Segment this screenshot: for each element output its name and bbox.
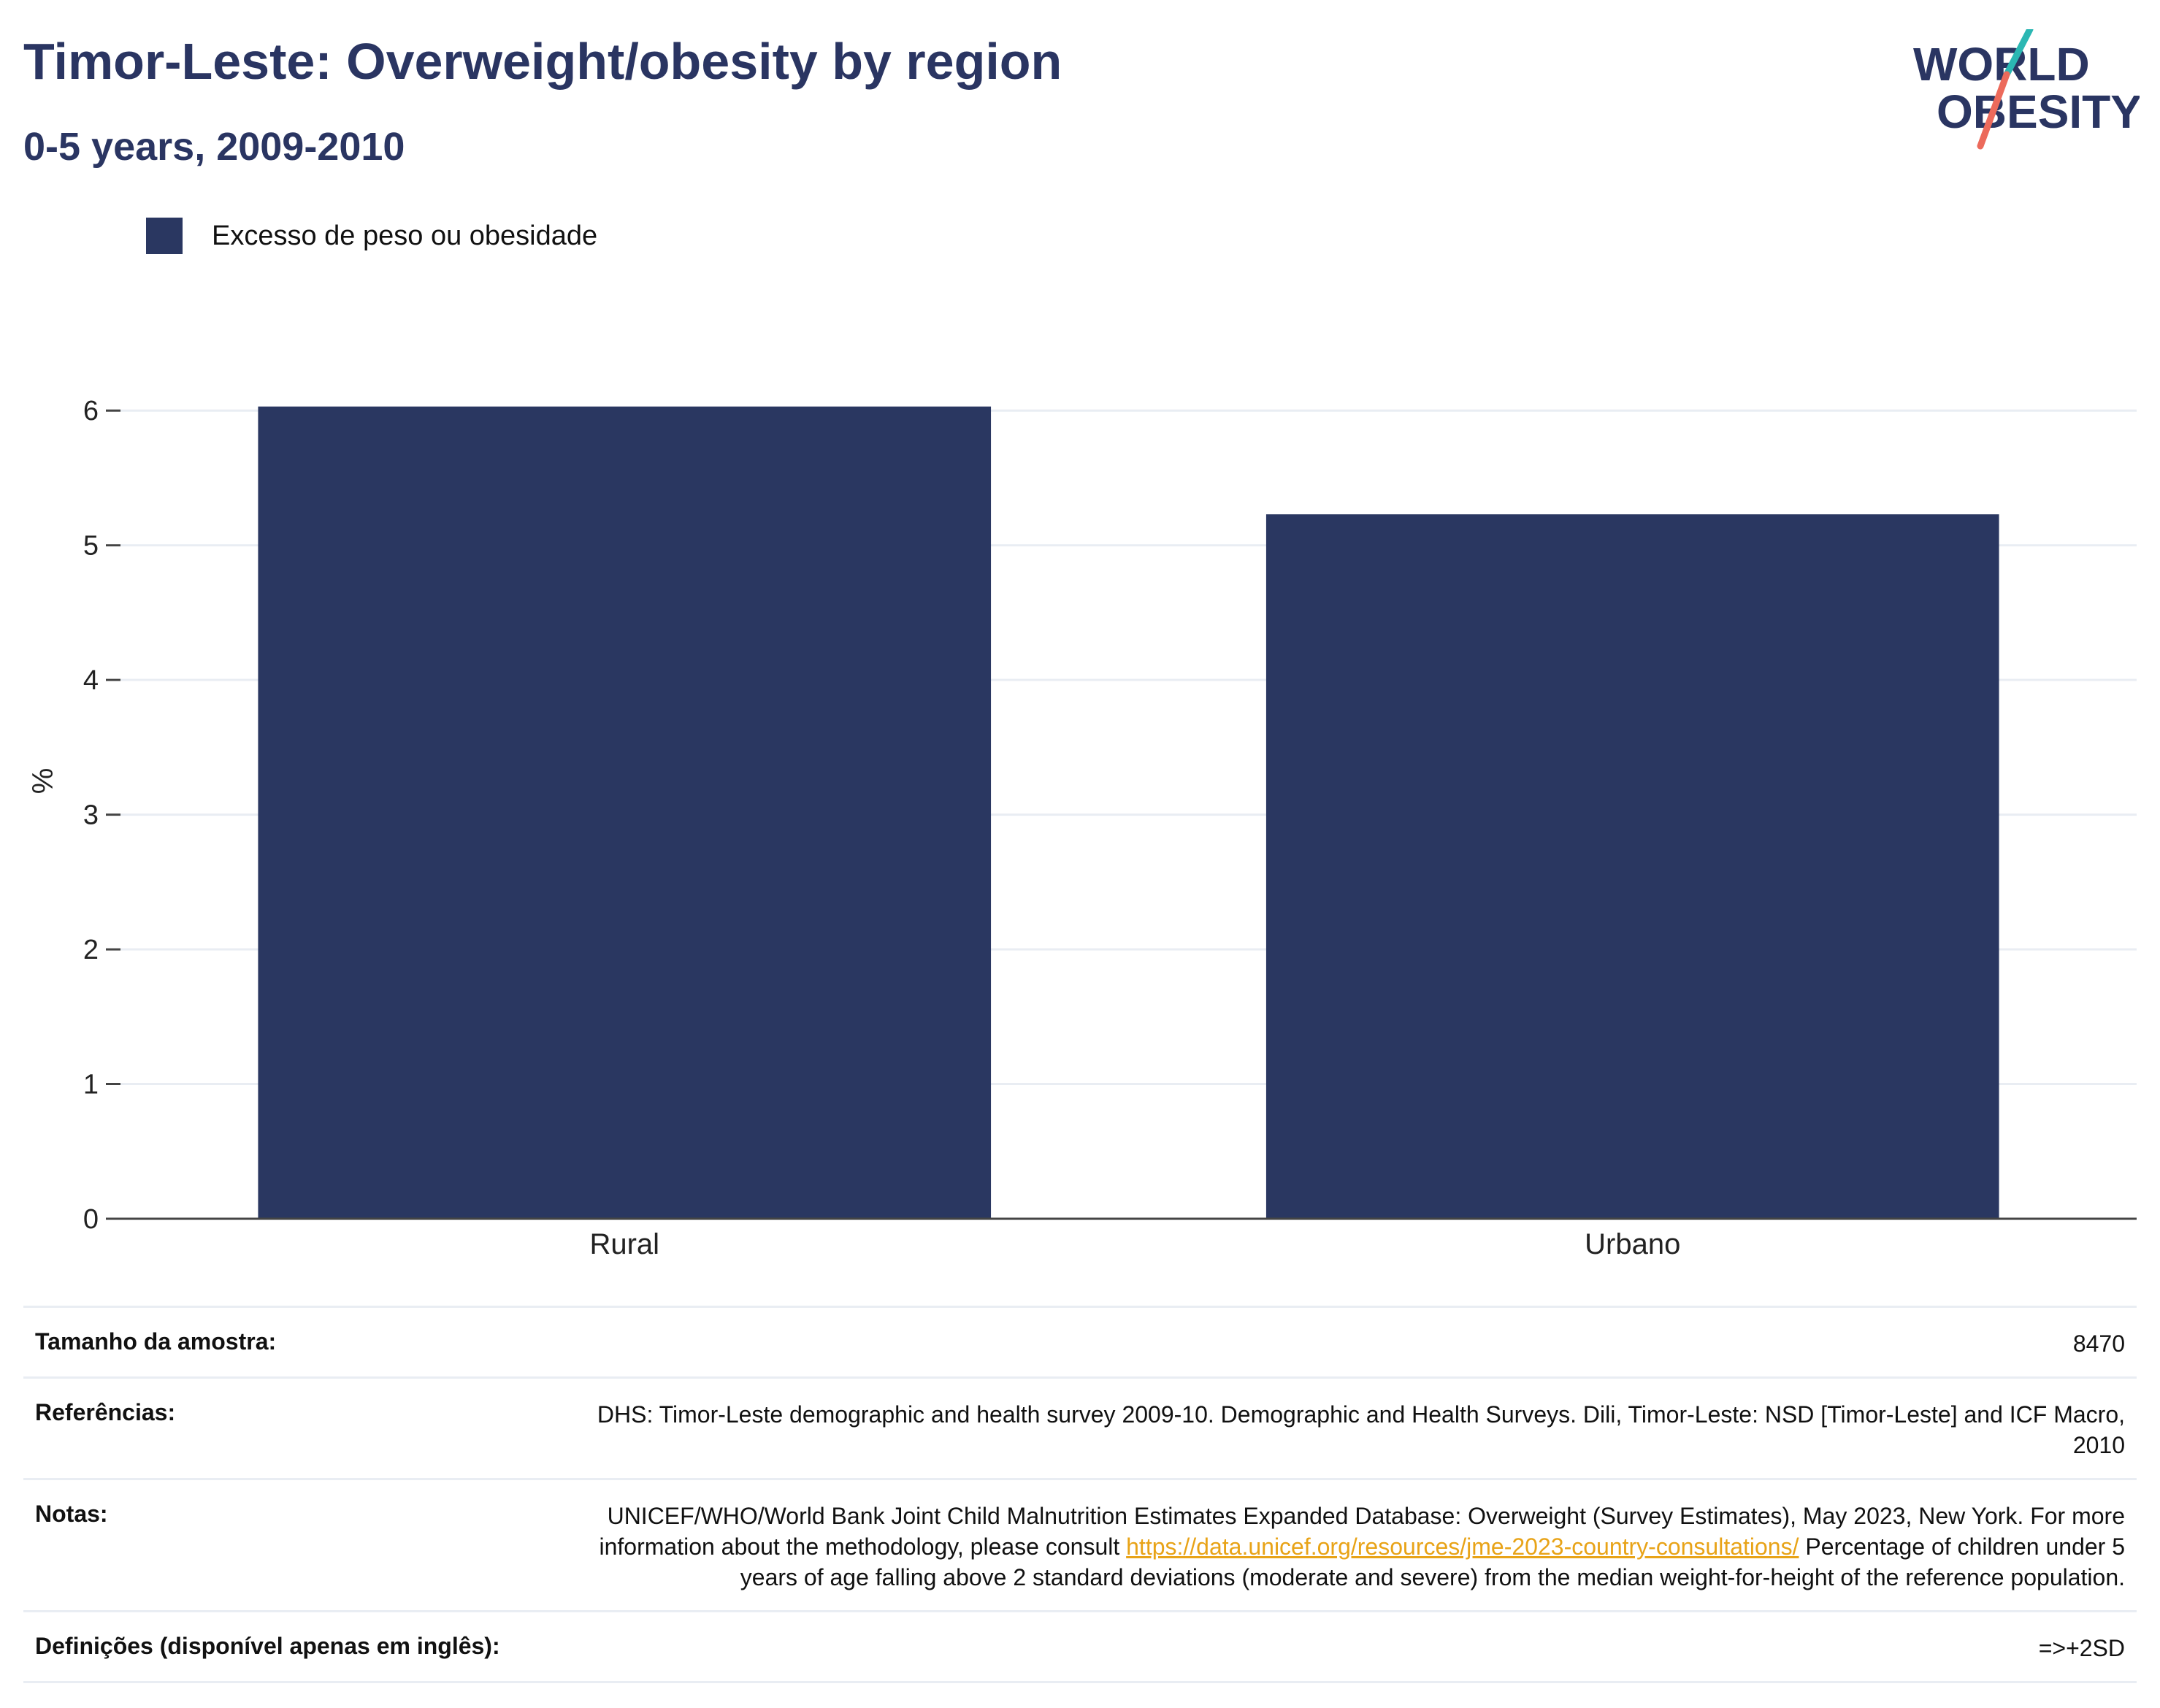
info-row-references: Referências: DHS: Timor-Leste demographi… xyxy=(23,1376,2137,1478)
definitions-value: =>+2SD xyxy=(2038,1635,2125,1661)
y-tick-label: 3 xyxy=(83,800,99,831)
sample-size-value: 8470 xyxy=(2072,1330,2125,1357)
notes-text-after: Percentage of children under 5 years of … xyxy=(740,1533,2125,1590)
sample-size-label: Tamanho da amostra: xyxy=(35,1328,277,1355)
chart-title: Timor-Leste: Overweight/obesity by regio… xyxy=(23,33,1062,90)
info-table: Tamanho da amostra: 8470 Referências: DH… xyxy=(23,1306,2137,1683)
info-row-definitions: Definições (disponível apenas em inglês)… xyxy=(23,1610,2137,1683)
info-row-notes: Notas: UNICEF/WHO/World Bank Joint Child… xyxy=(23,1478,2137,1610)
info-row-sample: Tamanho da amostra: 8470 xyxy=(23,1306,2137,1376)
logo-slash-teal xyxy=(2003,29,2034,78)
y-tick-label: 1 xyxy=(83,1070,99,1100)
legend-swatch xyxy=(146,218,183,254)
x-category-label: Urbano xyxy=(1585,1228,1680,1260)
references-value: DHS: Timor-Leste demographic and health … xyxy=(597,1401,2125,1458)
references-label: Referências: xyxy=(35,1399,176,1425)
y-tick-label: 0 xyxy=(83,1204,99,1235)
legend-label: Excesso de peso ou obesidade xyxy=(212,220,598,251)
y-tick-label: 6 xyxy=(83,396,99,426)
chart-subtitle: 0-5 years, 2009-2010 xyxy=(23,125,405,169)
notes-link[interactable]: https://data.unicef.org/resources/jme-20… xyxy=(1126,1533,1799,1560)
bar-chart: 0 1 2 3 4 5 6 Rural Urbano% xyxy=(27,396,2137,1260)
bar-rural xyxy=(258,406,992,1219)
y-tick-label: 5 xyxy=(83,531,99,562)
legend[interactable]: Excesso de peso ou obesidade xyxy=(146,218,597,254)
notes-text-before: UNICEF/WHO/World Bank Joint Child Malnut… xyxy=(599,1503,2125,1560)
y-axis-title: % xyxy=(27,768,59,794)
y-tick-label: 2 xyxy=(83,935,99,965)
notes-value: UNICEF/WHO/World Bank Joint Child Malnut… xyxy=(540,1501,2125,1593)
world-obesity-logo: WORLD OBESITY xyxy=(1913,29,2140,150)
definitions-label: Definições (disponível apenas em inglês)… xyxy=(35,1633,500,1659)
x-category-label: Rural xyxy=(589,1228,659,1260)
notes-label: Notas: xyxy=(35,1501,108,1527)
y-tick-label: 4 xyxy=(83,665,99,696)
logo-slash-coral xyxy=(1977,71,2010,150)
bar-urbano xyxy=(1265,514,1999,1219)
logo-text-obesity: OBESITY xyxy=(1937,85,2140,138)
